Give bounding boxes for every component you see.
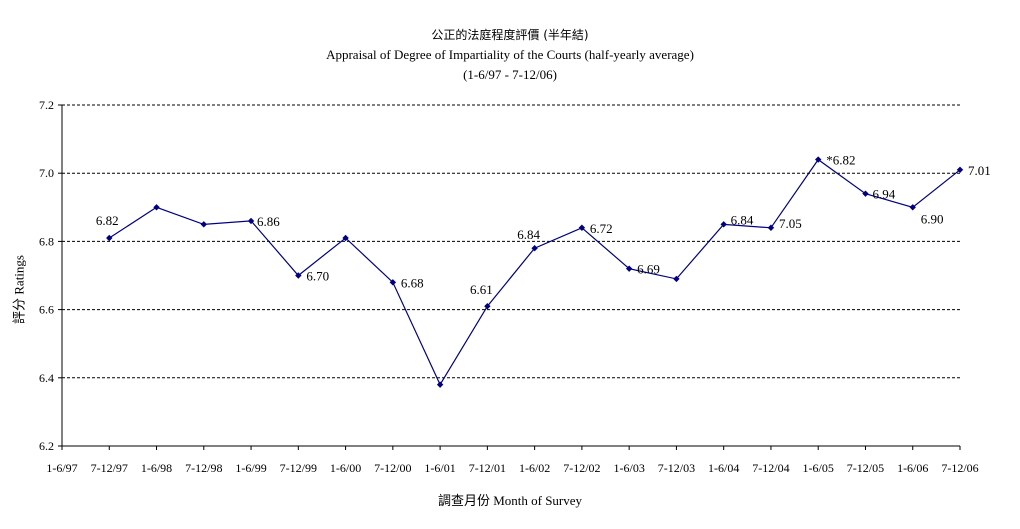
x-tick-label: 7-12/03 xyxy=(658,461,695,475)
data-point xyxy=(342,234,349,242)
data-label: 6.82 xyxy=(96,213,119,228)
data-point xyxy=(625,265,633,272)
x-tick-label: 7-12/99 xyxy=(280,461,317,475)
x-tick-label: 1-6/97 xyxy=(46,461,77,475)
data-label: 6.84 xyxy=(517,227,540,242)
data-point xyxy=(956,166,964,173)
data-point xyxy=(247,217,255,225)
data-point xyxy=(389,279,397,286)
data-label: 7.01 xyxy=(968,163,991,178)
x-tick-label: 7-12/00 xyxy=(374,461,411,475)
data-label: 6.70 xyxy=(306,269,329,284)
x-tick-label: 7-12/02 xyxy=(563,461,600,475)
series-lines xyxy=(108,158,961,386)
x-tick-label: 7-12/06 xyxy=(941,461,978,475)
y-axis-ticks: 6.2 6.4 6.6 6.8 7.0 7.2 xyxy=(39,98,62,453)
data-point xyxy=(436,381,444,388)
chart-subtitle: Appraisal of Degree of Impartiality of t… xyxy=(326,47,694,62)
data-point xyxy=(531,245,538,252)
data-label: 6.90 xyxy=(921,211,944,226)
y-tick-label: 7.0 xyxy=(39,166,54,180)
x-tick-label: 7-12/01 xyxy=(469,461,506,475)
data-point xyxy=(106,234,113,242)
data-label: *6.82 xyxy=(826,153,855,168)
x-tick-label: 1-6/06 xyxy=(897,461,928,475)
y-tick-label: 7.2 xyxy=(39,98,54,112)
data-label: 6.72 xyxy=(590,221,613,236)
series-line xyxy=(108,158,961,386)
data-label: 6.84 xyxy=(731,212,754,227)
data-point xyxy=(815,156,822,163)
x-tick-label: 7-12/05 xyxy=(847,461,884,475)
data-label: 6.68 xyxy=(401,275,424,290)
data-label: 6.69 xyxy=(637,262,660,277)
x-tick-label: 1-6/00 xyxy=(330,461,361,475)
data-label: 6.94 xyxy=(872,187,895,202)
y-axis-label: 評分 Ratings xyxy=(11,255,27,324)
data-point xyxy=(673,275,680,283)
grid-lines xyxy=(62,104,960,379)
x-tick-label: 7-12/04 xyxy=(752,461,789,475)
y-tick-label: 6.2 xyxy=(39,439,54,453)
data-labels: 6.82 6.86 6.70 6.68 6.61 6.84 6.72 6.69 6.84 7.05… xyxy=(96,153,991,298)
x-tick-label: 1-6/04 xyxy=(708,461,739,475)
x-axis-label: 調查月份 Month of Survey xyxy=(437,493,583,508)
data-point xyxy=(295,272,302,279)
x-tick-label: 7-12/97 xyxy=(91,461,128,475)
y-tick-label: 6.8 xyxy=(39,234,54,248)
x-tick-label: 1-6/01 xyxy=(424,461,455,475)
data-point xyxy=(909,204,916,211)
chart-title: 公正的法庭程度評價 (半年結) xyxy=(431,28,589,42)
y-tick-label: 6.6 xyxy=(39,303,54,317)
chart-date-range: (1-6/97 - 7-12/06) xyxy=(463,67,557,82)
data-point xyxy=(720,221,727,228)
data-point xyxy=(767,224,775,231)
data-point xyxy=(200,221,207,228)
data-point xyxy=(862,190,869,197)
x-tick-label: 7-12/98 xyxy=(185,461,222,475)
x-tick-label: 1-6/05 xyxy=(803,461,834,475)
data-label: 6.61 xyxy=(470,282,493,297)
x-axis-ticks: 1-6/97 7-12/97 1-6/98 7-12/98 1-6/99 7-12/99 1… xyxy=(46,446,979,475)
x-tick-label: 1-6/98 xyxy=(141,461,172,475)
x-tick-label: 1-6/02 xyxy=(519,461,550,475)
data-label: 6.86 xyxy=(257,214,280,229)
data-point xyxy=(484,302,491,310)
data-points xyxy=(106,156,964,388)
axes xyxy=(61,105,960,447)
x-tick-label: 1-6/99 xyxy=(235,461,266,475)
data-point xyxy=(153,204,160,211)
data-label: 7.05 xyxy=(779,216,802,231)
data-point xyxy=(578,224,586,231)
y-tick-label: 6.4 xyxy=(39,371,54,385)
x-tick-label: 1-6/03 xyxy=(613,461,644,475)
